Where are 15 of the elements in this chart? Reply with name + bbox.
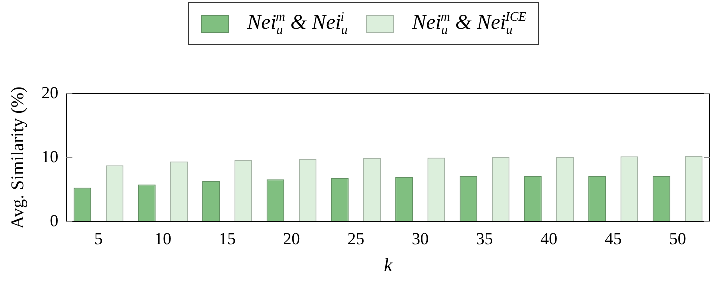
x-tick-label: 10 <box>154 229 172 248</box>
y-tick-label: 0 <box>50 211 59 230</box>
y-tick-label: 20 <box>42 83 59 102</box>
x-tick-label: 15 <box>218 229 236 248</box>
x-tick-label: 20 <box>283 229 300 248</box>
x-tick-label: 30 <box>412 229 429 248</box>
x-tick-label: 45 <box>604 229 622 248</box>
x-tick-label: 25 <box>348 229 365 248</box>
y-tick-label: 10 <box>42 147 59 166</box>
y-axis-title: Avg. Similarity (%) <box>8 86 28 229</box>
x-tick-label: 40 <box>540 229 558 248</box>
x-tick-label: 5 <box>94 229 104 248</box>
x-axis-title: k <box>384 256 394 277</box>
x-tick-label: 35 <box>476 229 494 248</box>
x-tick-label: 50 <box>669 229 686 248</box>
